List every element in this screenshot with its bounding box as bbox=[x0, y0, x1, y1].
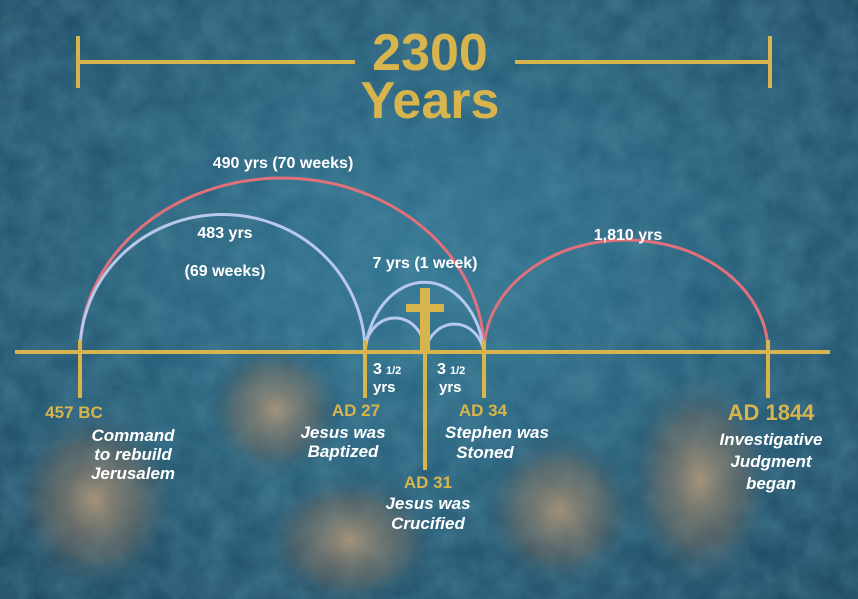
period-sublabel: (69 weeks) bbox=[185, 263, 266, 280]
event-caption: Command bbox=[91, 426, 175, 445]
event-caption: Jerusalem bbox=[91, 464, 175, 483]
period-label: 1,810 yrs bbox=[594, 227, 663, 244]
event-date: AD 27 bbox=[332, 401, 380, 420]
event-caption: Stephen was bbox=[445, 423, 549, 442]
subtitle: Years bbox=[361, 72, 500, 130]
event-date: AD 1844 bbox=[728, 400, 816, 425]
half-week: 3 1/2 yrs bbox=[437, 361, 465, 396]
event-caption: Crucified bbox=[391, 514, 465, 533]
half-number: 3 bbox=[437, 361, 446, 378]
half-unit: yrs bbox=[373, 379, 396, 396]
event-caption: Jesus was bbox=[385, 494, 470, 513]
period-label: 7 yrs (1 week) bbox=[373, 255, 478, 272]
period-label: 483 yrs bbox=[197, 225, 252, 242]
event-caption: Judgment bbox=[730, 452, 813, 471]
event-caption: Investigative bbox=[720, 430, 823, 449]
event-date: AD 31 bbox=[404, 473, 452, 492]
half-number: 3 bbox=[373, 361, 382, 378]
event-date: AD 34 bbox=[459, 401, 508, 420]
diagram: 2300 Years 490 yrs (70 weeks) 483 yrs (6… bbox=[0, 0, 858, 599]
event-caption: began bbox=[746, 474, 796, 493]
half-fraction: 1/2 bbox=[386, 365, 401, 377]
period-label: 490 yrs (70 weeks) bbox=[213, 155, 354, 172]
half-fraction: 1/2 bbox=[450, 365, 465, 377]
event-date: 457 BC bbox=[45, 403, 103, 422]
event-caption: to rebuild bbox=[94, 445, 172, 464]
event-caption: Jesus was bbox=[300, 423, 385, 442]
event-caption: Stoned bbox=[456, 443, 514, 462]
event-caption: Baptized bbox=[308, 442, 379, 461]
half-unit: yrs bbox=[439, 379, 462, 396]
